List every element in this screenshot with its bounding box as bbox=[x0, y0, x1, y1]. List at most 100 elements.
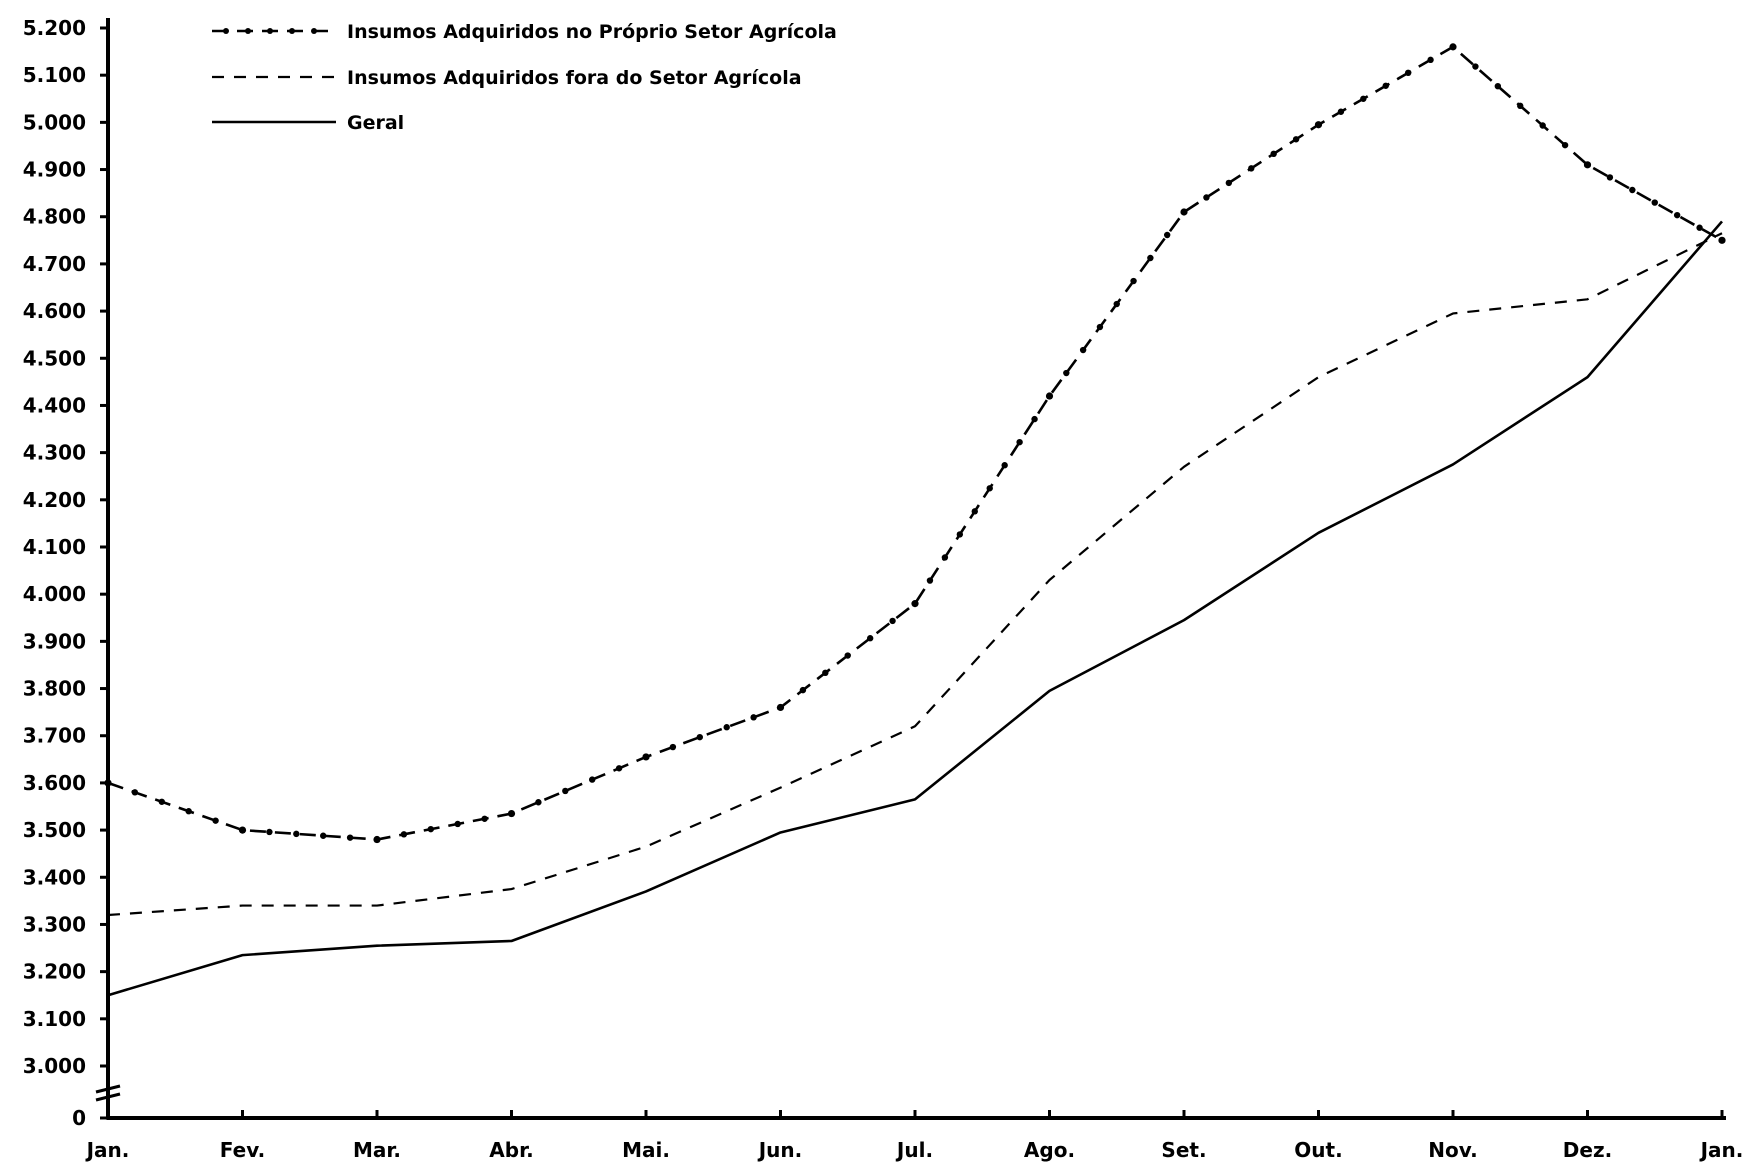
series-marker-dot bbox=[1225, 179, 1233, 187]
legend-label: Geral bbox=[347, 112, 404, 134]
series-marker-dot bbox=[1561, 141, 1569, 149]
series-marker-dot bbox=[131, 789, 139, 796]
series-marker-dot bbox=[1147, 254, 1154, 262]
y-tick-label: 5.200 bbox=[23, 16, 86, 40]
axis-break-mark bbox=[95, 1092, 121, 1102]
x-tick-label: Set. bbox=[1161, 1138, 1206, 1162]
series-marker-dot bbox=[1292, 136, 1300, 143]
x-tick-label: Jun. bbox=[757, 1138, 803, 1162]
data-point bbox=[507, 809, 516, 818]
series-marker-dot bbox=[669, 743, 677, 751]
y-tick-label: 3.600 bbox=[23, 771, 86, 795]
series-marker-dot bbox=[615, 765, 623, 772]
series-marker-dot bbox=[346, 834, 354, 841]
series-marker-dot bbox=[1696, 224, 1703, 231]
series-marker-dot bbox=[941, 554, 949, 561]
legend-label: Insumos Adquiridos no Próprio Setor Agrí… bbox=[347, 21, 837, 43]
x-tick-label: Dez. bbox=[1563, 1138, 1612, 1162]
data-point bbox=[642, 753, 650, 761]
x-axis-ticks: Jan. Fev. Mar. Abr. Mai. Jun. Jul. Ago. Set. Out.… bbox=[85, 1110, 1744, 1162]
series-marker-dot bbox=[799, 686, 807, 694]
series-marker-dot bbox=[1079, 346, 1087, 354]
series-marker-dot bbox=[1494, 82, 1502, 90]
legend-marker-dot bbox=[223, 28, 229, 34]
y-tick-label: 3.500 bbox=[23, 818, 86, 842]
series-marker-dot bbox=[1270, 150, 1277, 158]
data-point bbox=[1449, 43, 1457, 51]
series-line-1 bbox=[107, 45, 1723, 841]
series-marker-dot bbox=[1427, 56, 1434, 64]
x-tick-label: Nov. bbox=[1428, 1138, 1477, 1162]
legend: Insumos Adquiridos no Próprio Setor Agrí… bbox=[212, 21, 837, 134]
series-marker-dot bbox=[481, 815, 488, 822]
series-marker-dot bbox=[562, 787, 569, 795]
series-marker-dot bbox=[1248, 165, 1255, 172]
y-tick-label: 4.100 bbox=[23, 535, 86, 559]
series-marker-dot bbox=[427, 825, 434, 833]
series-marker-dot bbox=[1517, 102, 1524, 110]
y-tick-label: 3.000 bbox=[23, 1054, 86, 1078]
x-tick-label: Out. bbox=[1294, 1138, 1342, 1162]
y-tick-label: 4.900 bbox=[23, 158, 86, 182]
y-axis-ticks: 0 3.000 3.100 3.200 3.300 3.400 3.500 3.600 3.70… bbox=[23, 16, 108, 1130]
data-point bbox=[1583, 161, 1592, 169]
legend-marker-dot bbox=[289, 28, 295, 34]
data-point bbox=[373, 835, 381, 844]
series-marker-dot bbox=[1360, 95, 1367, 102]
y-tick-label: 0 bbox=[72, 1106, 86, 1130]
y-tick-label: 5.000 bbox=[23, 110, 86, 134]
series-marker-dot bbox=[1163, 231, 1171, 239]
series-marker-dot bbox=[1203, 194, 1210, 201]
x-tick-label: Fev. bbox=[220, 1138, 265, 1162]
data-point bbox=[1314, 121, 1323, 129]
legend-marker-dot bbox=[245, 28, 251, 34]
series-marker-dot bbox=[696, 733, 703, 741]
x-tick-label: Jan. bbox=[1699, 1138, 1744, 1162]
x-tick-label: Abr. bbox=[489, 1138, 533, 1162]
x-tick-label: Jan. bbox=[85, 1138, 130, 1162]
y-tick-label: 4.300 bbox=[23, 441, 86, 465]
series-marker-dot bbox=[1113, 300, 1120, 308]
series-marker-dot bbox=[1001, 462, 1008, 469]
data-point bbox=[104, 779, 112, 787]
series-marker-dot bbox=[1382, 82, 1389, 89]
series-marker-dot bbox=[926, 577, 934, 584]
series-marker-dot bbox=[266, 828, 273, 836]
series-marker-dot bbox=[1130, 277, 1137, 285]
y-tick-label: 5.100 bbox=[23, 63, 86, 87]
series-marker-dot bbox=[400, 831, 408, 838]
series-marker-dot bbox=[320, 832, 327, 839]
y-tick-label: 3.200 bbox=[23, 960, 86, 984]
x-tick-label: Jul. bbox=[895, 1138, 933, 1162]
series-marker-dot bbox=[822, 669, 829, 677]
series-marker-dot bbox=[535, 799, 542, 806]
series-marker-dot bbox=[956, 531, 964, 538]
legend-label: Insumos Adquiridos fora do Setor Agrícol… bbox=[347, 67, 802, 89]
y-tick-label: 3.800 bbox=[23, 677, 86, 701]
series-line-2 bbox=[107, 232, 1723, 917]
y-tick-label: 3.700 bbox=[23, 724, 86, 748]
y-tick-label: 4.000 bbox=[23, 582, 86, 606]
series-marker-dot bbox=[986, 485, 993, 492]
series-line-3 bbox=[107, 220, 1723, 997]
y-tick-label: 4.700 bbox=[23, 252, 86, 276]
y-tick-label: 3.900 bbox=[23, 629, 86, 653]
series-marker-dot bbox=[212, 817, 219, 824]
series-marker-dot bbox=[1096, 323, 1104, 331]
series-marker-dot bbox=[866, 635, 874, 642]
axis-break-mark bbox=[95, 1084, 121, 1094]
data-point bbox=[1045, 392, 1054, 400]
legend-marker-dot bbox=[311, 28, 317, 34]
series-marker-dot bbox=[1016, 438, 1023, 446]
series-marker-dot bbox=[889, 617, 896, 625]
data-point bbox=[911, 600, 919, 608]
y-tick-label: 4.800 bbox=[23, 205, 86, 229]
series-marker-dot bbox=[1404, 69, 1412, 77]
data-point bbox=[1180, 208, 1188, 216]
series-marker-dot bbox=[750, 714, 757, 721]
series-marker-dot bbox=[1629, 186, 1636, 194]
series-marker-dot bbox=[723, 724, 730, 731]
x-tick-label: Mar. bbox=[353, 1138, 401, 1162]
series-marker-dot bbox=[971, 508, 978, 515]
